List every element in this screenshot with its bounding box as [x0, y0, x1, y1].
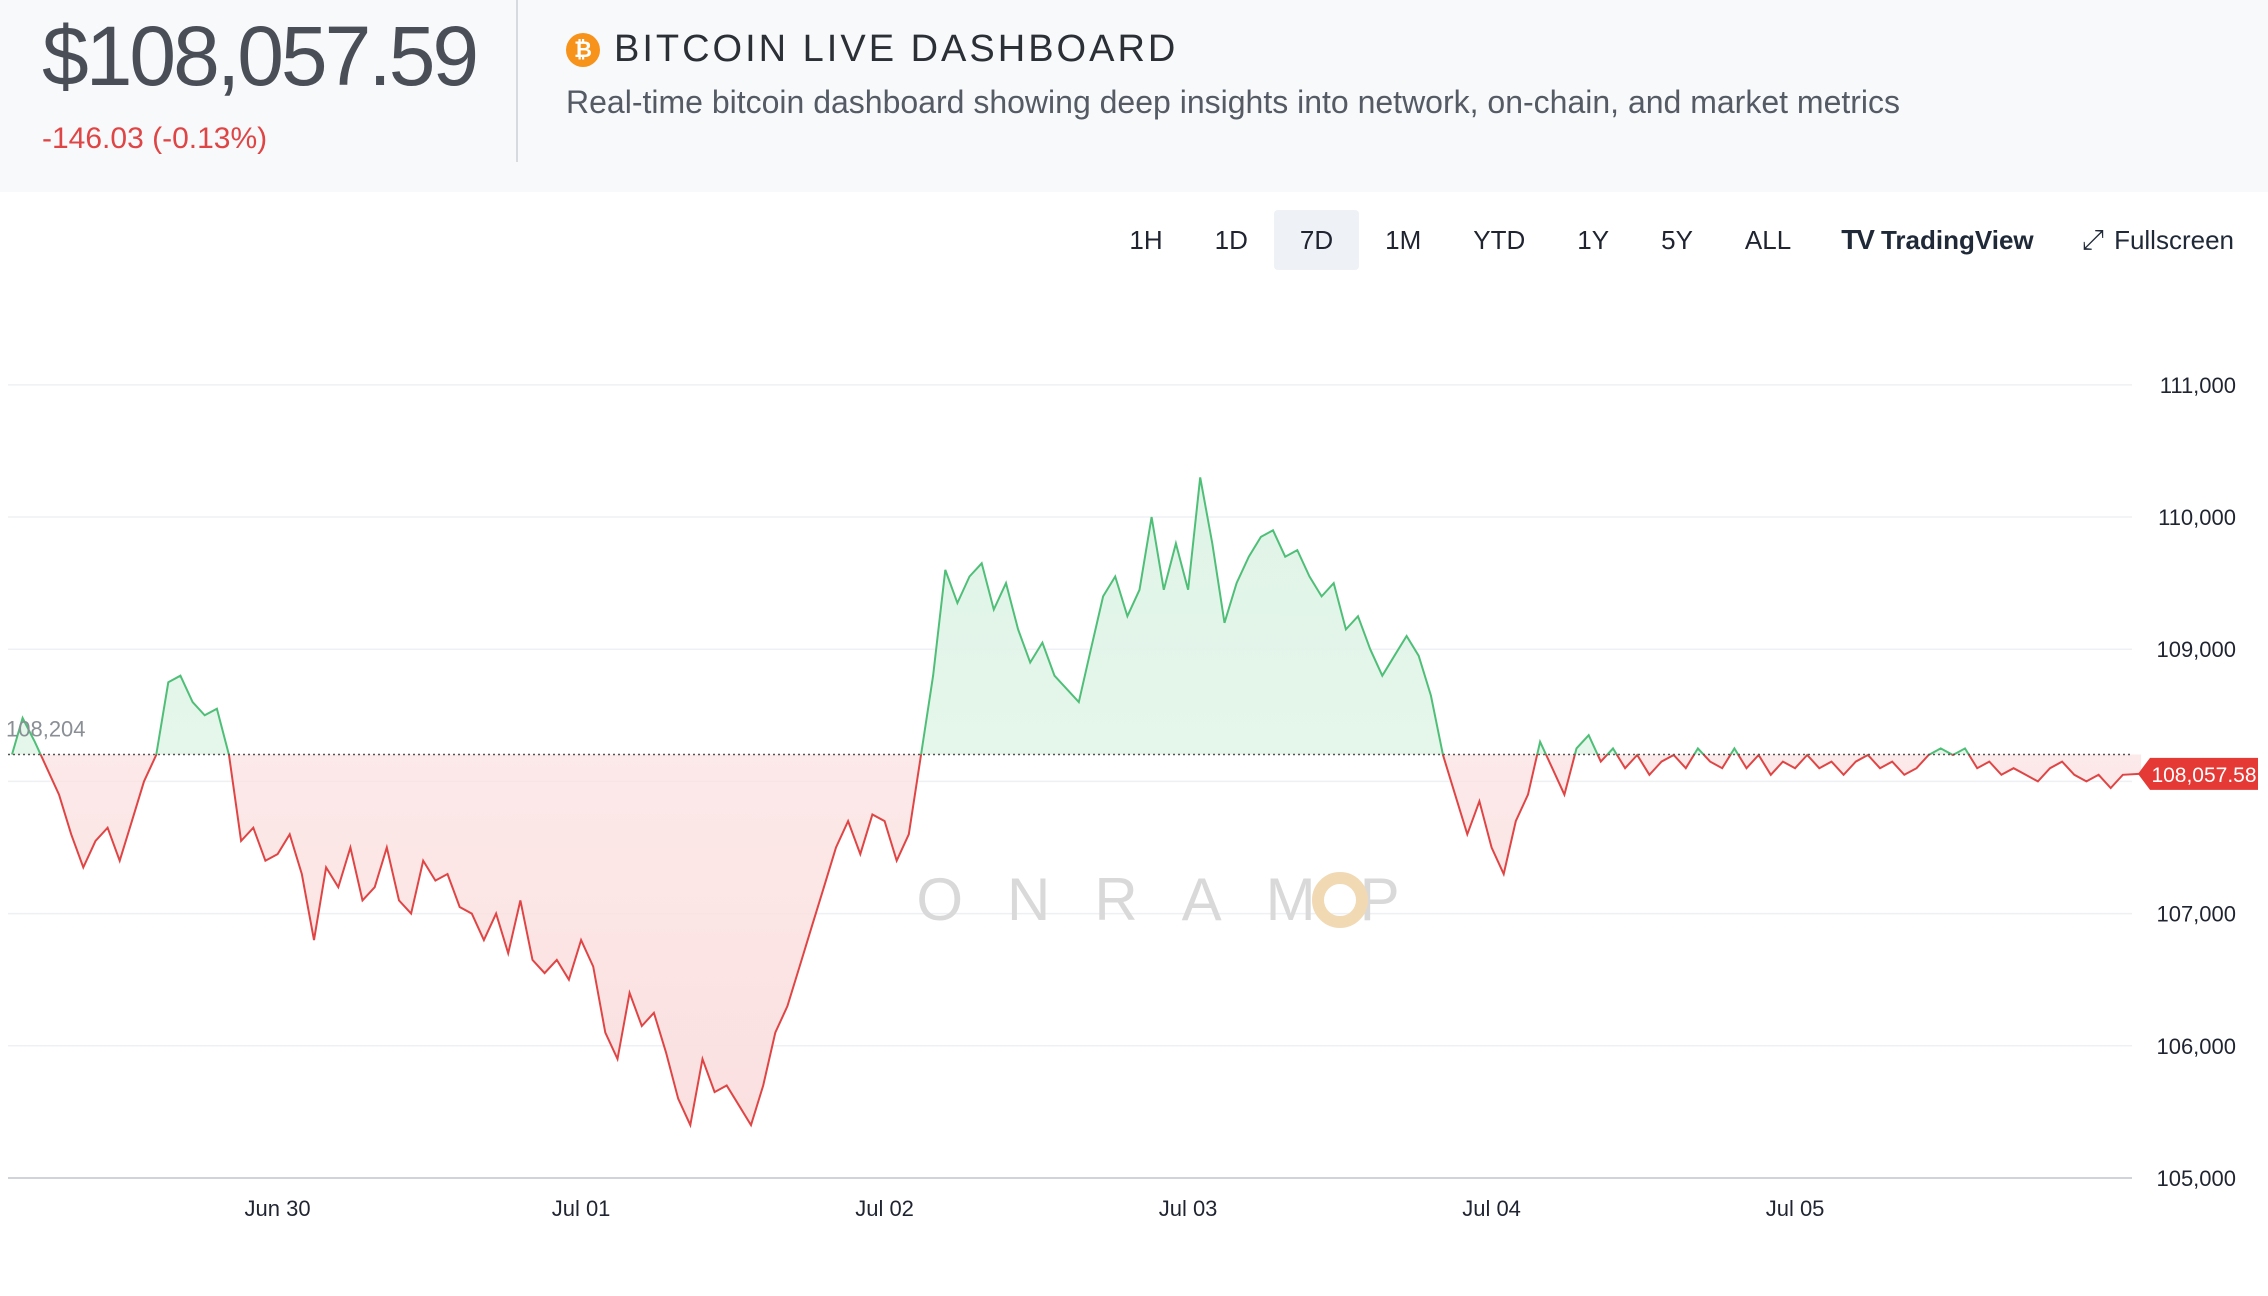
tradingview-label: TradingView [1880, 224, 2034, 255]
range-1h-button[interactable]: 1H [1129, 224, 1163, 255]
fullscreen-label: Fullscreen [2114, 224, 2234, 255]
price-line-up [11, 477, 1970, 755]
range-5y-button[interactable]: 5Y [1661, 224, 1693, 255]
y-tick-label: 110,000 [2158, 505, 2236, 530]
y-tick-label: 107,000 [2156, 902, 2236, 927]
chart-toolbar: 1H 1D 7D 1M YTD 1Y 5Y ALL TV TradingView… [1103, 210, 2234, 270]
x-tick-label: Jun 30 [245, 1196, 311, 1221]
tradingview-logo-icon: TV [1841, 224, 1875, 255]
header-divider [516, 0, 518, 162]
price-block: $108,057.59 -146.03 (-0.13%) [42, 6, 479, 156]
y-tick-label: 106,000 [2156, 1034, 2236, 1059]
area-below-baseline [12, 754, 2142, 1126]
expand-icon: ⤢ [2081, 223, 2105, 255]
tradingview-button[interactable]: TV TradingView [1817, 224, 2057, 256]
range-ytd-button[interactable]: YTD [1473, 224, 1526, 255]
y-tick-label: 109,000 [2156, 637, 2236, 662]
dashboard-subtitle: Real-time bitcoin dashboard showing deep… [566, 84, 1901, 120]
x-tick-label: Jul 02 [855, 1196, 914, 1221]
watermark-logo-icon [1312, 872, 1368, 928]
current-price: $108,057.59 [42, 9, 479, 103]
header: $108,057.59 -146.03 (-0.13%) ₿ BITCOIN L… [0, 0, 2268, 192]
price-line-down [11, 754, 2142, 1129]
dashboard-title: BITCOIN LIVE DASHBOARD [614, 28, 1179, 70]
x-tick-label: Jul 04 [1462, 1196, 1521, 1221]
range-all-button[interactable]: ALL [1744, 224, 1792, 255]
x-tick-label: Jul 05 [1766, 1196, 1825, 1221]
y-tick-label: 111,000 [2160, 373, 2236, 398]
range-1d-button[interactable]: 1D [1214, 224, 1248, 255]
range-1m-button[interactable]: 1M [1385, 224, 1422, 255]
title-row: ₿ BITCOIN LIVE DASHBOARD [566, 28, 1178, 71]
fullscreen-button[interactable]: ⤢ Fullscreen [2058, 224, 2234, 257]
range-1y-button[interactable]: 1Y [1577, 224, 1610, 255]
x-tick-label: Jul 03 [1159, 1196, 1218, 1221]
bitcoin-icon: ₿ [566, 32, 600, 67]
current-price-label: 108,057.58 [2151, 764, 2256, 787]
range-7d-button[interactable]: 7D [1273, 210, 1360, 270]
baseline-label: 108,204 [6, 716, 86, 741]
x-tick-label: Jul 01 [552, 1196, 611, 1221]
price-change: -146.03 (-0.13%) [42, 122, 268, 155]
current-price-tag [2138, 757, 2258, 790]
y-tick-label: 105,000 [2156, 1166, 2236, 1191]
